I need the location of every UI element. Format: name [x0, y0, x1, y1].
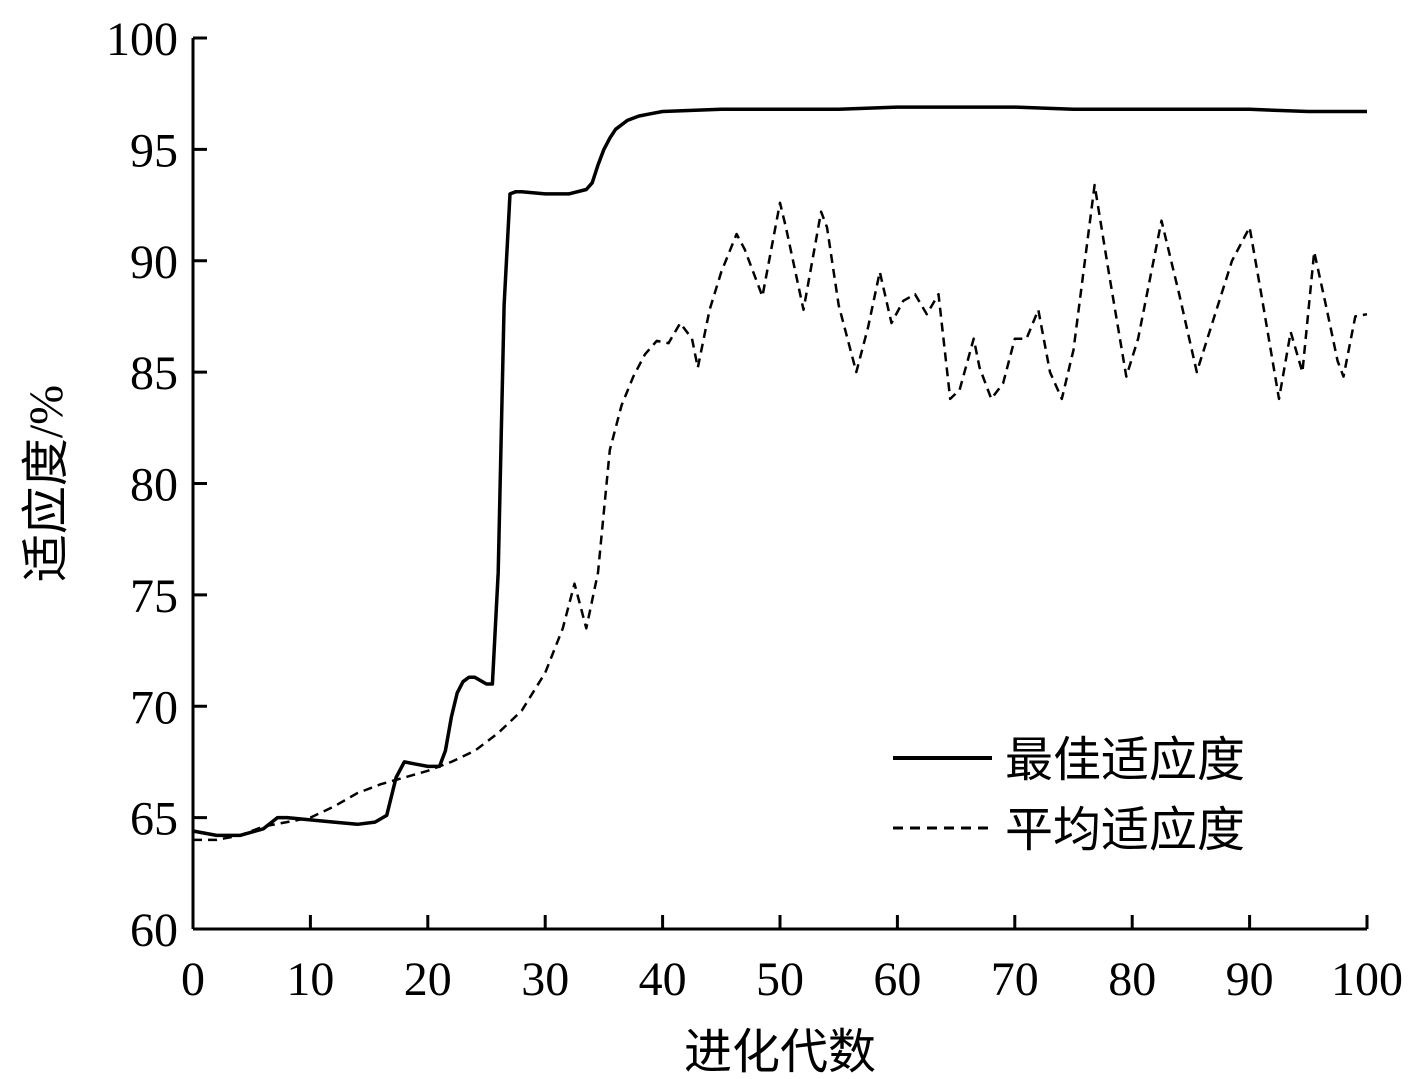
y-tick-label: 80: [130, 459, 178, 512]
y-tick-label: 60: [130, 904, 178, 957]
x-ticks: 0 10 20 30 40 50 60 70 80 90 100: [181, 915, 1403, 1006]
y-tick-label: 65: [130, 793, 178, 846]
x-tick-label: 60: [873, 953, 921, 1006]
x-tick-label: 90: [1226, 953, 1274, 1006]
x-tick-label: 50: [756, 953, 804, 1006]
x-tick-label: 70: [991, 953, 1039, 1006]
x-tick-label: 0: [181, 953, 205, 1006]
x-tick-label: 10: [286, 953, 334, 1006]
series-line-best-fitness: [192, 105, 1367, 838]
legend: 最佳适应度 平均适应度: [893, 734, 1245, 857]
legend-label-best-fitness: 最佳适应度: [1005, 734, 1245, 787]
plot-area: [192, 105, 1368, 842]
y-tick-label: 90: [130, 236, 178, 289]
x-tick-label: 80: [1108, 953, 1156, 1006]
x-tick-label: 20: [404, 953, 452, 1006]
series-line-average-fitness: [193, 183, 1368, 842]
x-tick-label: 100: [1331, 953, 1403, 1006]
x-tick-label: 40: [639, 953, 687, 1006]
x-axis-label: 进化代数: [684, 1026, 876, 1079]
y-axis-label: 适应度/%: [20, 385, 73, 582]
axes: [191, 38, 1367, 931]
y-tick-label: 85: [130, 347, 178, 400]
x-tick-label: 30: [521, 953, 569, 1006]
y-tick-label: 95: [130, 124, 178, 177]
legend-label-average-fitness: 平均适应度: [1005, 804, 1245, 857]
y-tick-label: 100: [106, 13, 178, 66]
y-ticks: 60 65 70 75 80 85 90 95 100: [106, 13, 207, 957]
y-tick-label: 70: [130, 681, 178, 734]
y-tick-label: 75: [130, 570, 178, 623]
